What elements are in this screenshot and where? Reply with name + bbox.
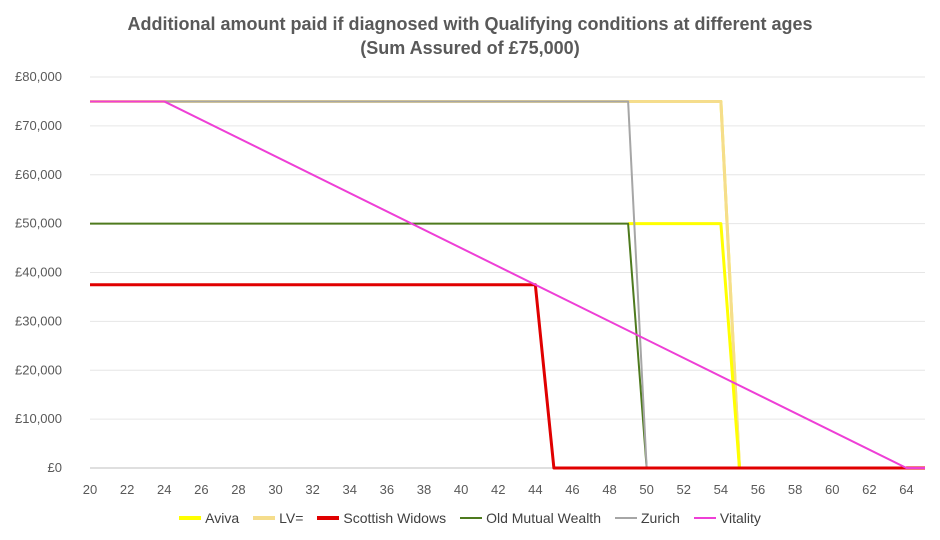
x-tick-label: 56 [751, 482, 765, 497]
y-tick-label: £50,000 [15, 216, 62, 231]
legend-item: Vitality [693, 510, 761, 526]
series-line-old-mutual-wealth [90, 222, 925, 469]
chart-subtitle: (Sum Assured of £75,000) [360, 38, 580, 58]
x-tick-label: 54 [714, 482, 728, 497]
x-tick-label: 62 [862, 482, 876, 497]
y-tick-label: £60,000 [15, 167, 62, 182]
x-tick-label: 20 [83, 482, 97, 497]
legend-label: Zurich [640, 510, 680, 526]
legend-item: Aviva [179, 510, 239, 526]
y-tick-label: £30,000 [15, 313, 62, 328]
legend-label: Old Mutual Wealth [486, 510, 601, 526]
legend-item: LV= [253, 510, 303, 526]
chart-title: Additional amount paid if diagnosed with… [127, 14, 813, 34]
x-tick-label: 26 [194, 482, 208, 497]
y-tick-label: £20,000 [15, 362, 62, 377]
x-tick-label: 42 [491, 482, 505, 497]
legend-item: Scottish Widows [317, 510, 446, 526]
y-tick-label: £70,000 [15, 118, 62, 133]
legend-item: Zurich [614, 510, 680, 526]
legend-label: Aviva [205, 510, 240, 526]
x-tick-label: 44 [528, 482, 542, 497]
series-line-scottish-widows [90, 283, 925, 470]
legend-swatch [179, 516, 202, 520]
x-tick-label: 52 [677, 482, 691, 497]
x-tick-label: 32 [305, 482, 319, 497]
y-tick-label: £40,000 [15, 265, 62, 280]
x-tick-label: 34 [343, 482, 357, 497]
legend-label: LV= [279, 510, 304, 526]
x-tick-label: 40 [454, 482, 468, 497]
y-tick-label: £0 [48, 460, 62, 475]
x-tick-label: 46 [565, 482, 579, 497]
series-line-vitality [90, 100, 925, 469]
legend-swatch [317, 516, 340, 520]
legend-item: Old Mutual Wealth [460, 510, 601, 526]
x-tick-label: 64 [899, 482, 913, 497]
x-tick-label: 22 [120, 482, 134, 497]
x-tick-label: 38 [417, 482, 431, 497]
x-tick-label: 50 [639, 482, 653, 497]
x-tick-label: 58 [788, 482, 802, 497]
chart-legend: Aviva LV= Scottish Widows Old Mutual Wealth… [0, 510, 940, 526]
x-tick-label: 24 [157, 482, 171, 497]
x-tick-label: 30 [268, 482, 282, 497]
legend-swatch [614, 517, 637, 519]
legend-swatch [253, 516, 276, 520]
y-tick-label: £10,000 [15, 411, 62, 426]
x-tick-label: 36 [380, 482, 394, 497]
legend-swatch [460, 517, 483, 519]
x-tick-label: 28 [231, 482, 245, 497]
legend-label: Scottish Widows [343, 510, 447, 526]
series-line-aviva-lower [628, 222, 741, 469]
x-tick-label: 48 [602, 482, 616, 497]
legend-label: Vitality [719, 510, 761, 526]
y-tick-label: £80,000 [15, 69, 62, 84]
x-tick-label: 60 [825, 482, 839, 497]
legend-swatch [693, 517, 716, 519]
